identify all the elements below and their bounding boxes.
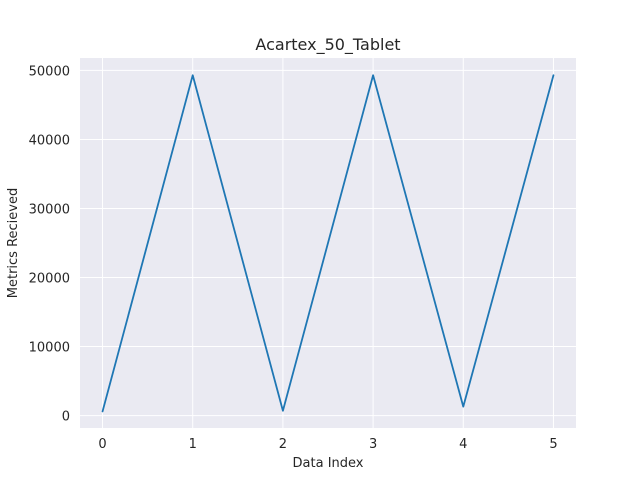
x-tick-label: 5 — [549, 437, 557, 452]
x-tick-label: 4 — [459, 437, 467, 452]
y-tick-label: 30000 — [29, 202, 70, 217]
y-tick-label: 20000 — [29, 272, 70, 287]
x-tick-label: 3 — [369, 437, 377, 452]
series-line — [101, 74, 555, 413]
y-tick-label: 10000 — [29, 341, 70, 356]
y-tick-label: 0 — [62, 410, 70, 425]
y-tick-labels: 0 10000 20000 30000 40000 50000 — [29, 64, 70, 424]
chart-title: Acartex_50_Tablet — [255, 35, 400, 55]
y-tick-label: 50000 — [29, 64, 70, 79]
y-tick-label: 40000 — [29, 133, 70, 148]
x-tick-labels: 0 1 2 3 4 5 — [98, 437, 557, 452]
x-tick-label: 0 — [98, 437, 106, 452]
x-tick-label: 2 — [279, 437, 287, 452]
x-axis-label: Data Index — [293, 456, 364, 471]
series-layer — [101, 74, 555, 413]
y-axis-label: Metrics Recieved — [6, 188, 21, 298]
grid-lines — [80, 58, 576, 428]
x-tick-label: 1 — [189, 437, 197, 452]
